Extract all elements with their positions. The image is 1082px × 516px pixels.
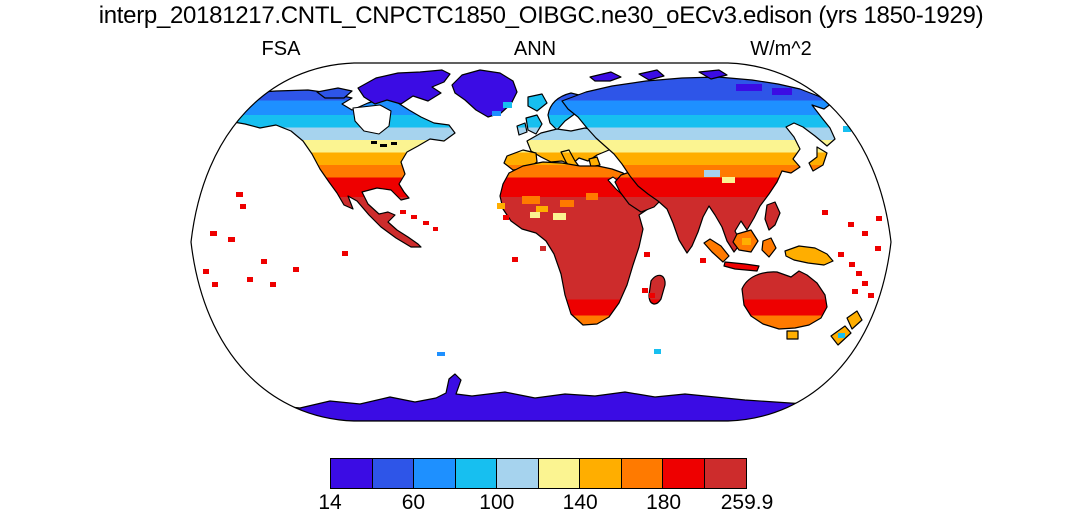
- colorbar-box: [703, 458, 747, 489]
- colorbar-box: [662, 458, 706, 489]
- colorbar-box: [371, 458, 415, 489]
- java: [723, 261, 760, 272]
- continent-north-america: [212, 89, 456, 248]
- colorbar: [330, 458, 747, 489]
- variable-label: FSA: [261, 38, 301, 60]
- antarctica: [237, 373, 846, 421]
- tasmania: [786, 330, 799, 340]
- new-guinea: [784, 245, 834, 266]
- greece: [588, 156, 601, 168]
- ireland: [516, 122, 528, 136]
- greenland-coast-cell: [503, 102, 512, 108]
- japan: [808, 146, 828, 172]
- colorbar-box: [330, 458, 374, 489]
- units-label: W/m^2: [750, 38, 812, 60]
- sumatra: [703, 238, 730, 263]
- colorbar-box: [496, 458, 540, 489]
- greenland: [451, 69, 518, 118]
- colorbar-tick-label: 60: [401, 491, 426, 514]
- island-cells: [203, 192, 882, 356]
- great-lakes: [371, 141, 377, 144]
- greenland-coast-cell: [492, 111, 501, 116]
- tibet-high-albedo-cells: [704, 170, 735, 183]
- colorbar-tick-label: 180: [646, 491, 682, 514]
- colorbar-tick-label: 140: [562, 491, 598, 514]
- colorbar-box: [620, 458, 664, 489]
- great-britain: [525, 114, 543, 135]
- great-lakes: [380, 144, 387, 147]
- colorbar-tick-labels: 14 60 100 140 180 259.9: [318, 491, 773, 515]
- europe-mainland: [526, 127, 617, 166]
- hudson-bay: [352, 104, 392, 135]
- canadian-arctic-islands: [357, 69, 451, 105]
- sulawesi: [761, 237, 777, 258]
- iceland: [527, 93, 548, 112]
- madagascar: [648, 274, 666, 305]
- bering-coast-cell: [843, 126, 851, 132]
- colorbar-box: [537, 458, 581, 489]
- colorbar-tick-label: 100: [479, 491, 515, 514]
- great-lakes: [391, 142, 397, 145]
- borneo-center-cell: [742, 238, 751, 245]
- sahara-texture-cells: [522, 193, 598, 220]
- colorbar-tick-label: 259.9: [720, 491, 774, 514]
- arctic-islands-west: [316, 87, 353, 99]
- philippines: [764, 201, 781, 231]
- new-zealand-north: [846, 310, 863, 330]
- siberian-arctic-islands: [589, 69, 792, 95]
- colorbar-box: [413, 458, 457, 489]
- season-label: ANN: [513, 38, 557, 60]
- new-zealand-alps-cell: [838, 333, 845, 338]
- colorbar-box: [579, 458, 623, 489]
- figure-title: interp_20181217.CNTL_CNPCTC1850_OIBGC.ne…: [98, 2, 984, 29]
- australia: [741, 270, 828, 330]
- colorbar-tick-label: 14: [318, 491, 342, 514]
- colorbar-box: [454, 458, 498, 489]
- map-projection-outline: [190, 62, 892, 422]
